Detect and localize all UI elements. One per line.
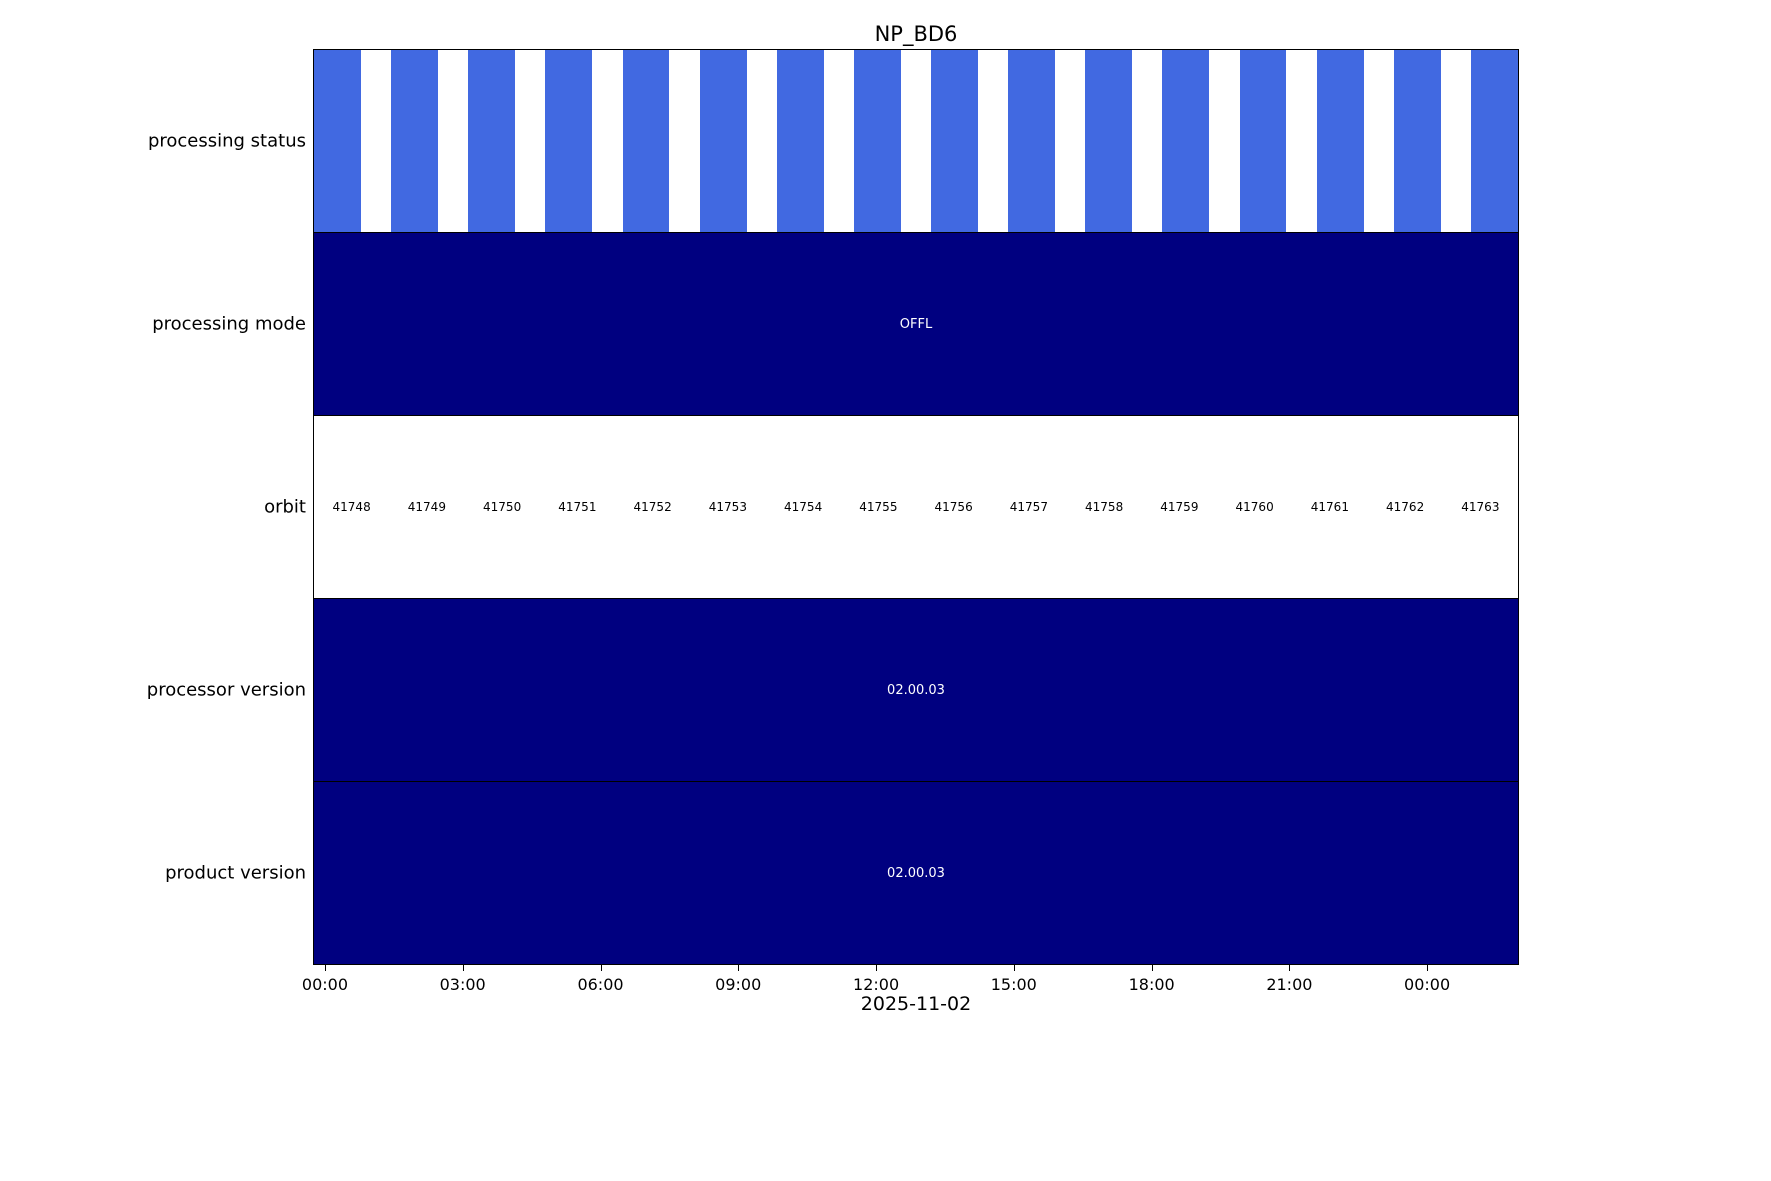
x-tick-mark [1427,965,1429,971]
processing-mode-value: OFFL [899,316,933,332]
chart-title: NP_BD6 [874,22,958,46]
status-bar [545,50,593,232]
x-tick-mark [1151,965,1153,971]
orbit-number: 41762 [1386,500,1425,514]
status-bar [1008,50,1056,232]
status-bar [1239,50,1287,232]
status-bar [1162,50,1210,232]
status-bar [622,50,670,232]
x-tick-label: 09:00 [715,975,762,994]
row-label-processing-mode: processing mode [152,313,306,335]
x-tick-label: 18:00 [1128,975,1175,994]
status-bar [391,50,439,232]
status-bar [776,50,824,232]
orbit-number: 41757 [1009,500,1048,514]
x-tick-label: 06:00 [577,975,624,994]
x-tick-label: 00:00 [301,975,348,994]
status-bar [1470,50,1518,232]
x-tick-label: 15:00 [990,975,1037,994]
status-bar [853,50,901,232]
orbit-number: 41749 [407,500,446,514]
row-label-processor-version: processor version [146,679,306,701]
status-bar [314,50,361,232]
x-tick-label: 21:00 [1266,975,1313,994]
status-bar [1316,50,1364,232]
row-processing-status [314,50,1518,232]
orbit-number: 41750 [483,500,522,514]
row-label-orbit: orbit [264,496,306,518]
row-product-version: 02.00.03 [314,781,1518,964]
row-labels: processing status processing mode orbit … [0,0,306,1181]
status-bar [931,50,978,232]
x-axis: 00:00 03:00 06:00 09:00 12:00 15:00 18:00 21:00… [302,965,1519,1009]
x-tick-mark [324,965,326,971]
orbit-number: 41751 [558,500,597,514]
orbit-number: 41760 [1235,500,1274,514]
x-tick-mark [1289,965,1291,971]
x-tick-mark [600,965,602,971]
orbit-number: 41763 [1461,500,1500,514]
status-bar [468,50,516,232]
orbit-number: 41758 [1085,500,1124,514]
orbit-number: 41755 [859,500,898,514]
status-bar [1085,50,1133,232]
orbit-number: 41748 [332,500,371,514]
orbit-number: 41759 [1160,500,1199,514]
orbit-number: 41756 [934,500,973,514]
row-label-processing-status: processing status [147,130,306,152]
orbit-number: 41752 [633,500,672,514]
row-label-product-version: product version [165,862,306,884]
x-tick-label: 12:00 [853,975,900,994]
x-axis-label: 2025-11-02 [860,993,972,1015]
x-tick-label: 00:00 [1404,975,1451,994]
row-orbit: 41748 41749 41750 41751 41752 41753 41754 41755… [314,415,1518,598]
x-tick-mark [876,965,878,971]
x-tick-label: 03:00 [439,975,486,994]
row-processing-mode: OFFL [314,232,1518,415]
row-processor-version: 02.00.03 [314,598,1518,781]
status-bar [699,50,747,232]
x-tick-mark [738,965,740,971]
product-version-value: 02.00.03 [887,865,945,881]
status-bar [1393,50,1441,232]
orbit-number: 41761 [1310,500,1349,514]
x-tick-mark [1013,965,1015,971]
x-tick-mark [462,965,464,971]
orbit-number: 41753 [708,500,747,514]
processor-version-value: 02.00.03 [887,682,945,698]
orbit-number: 41754 [784,500,823,514]
plot-area: OFFL 41748 41749 41750 41751 41752 41753 41754… [313,49,1519,965]
